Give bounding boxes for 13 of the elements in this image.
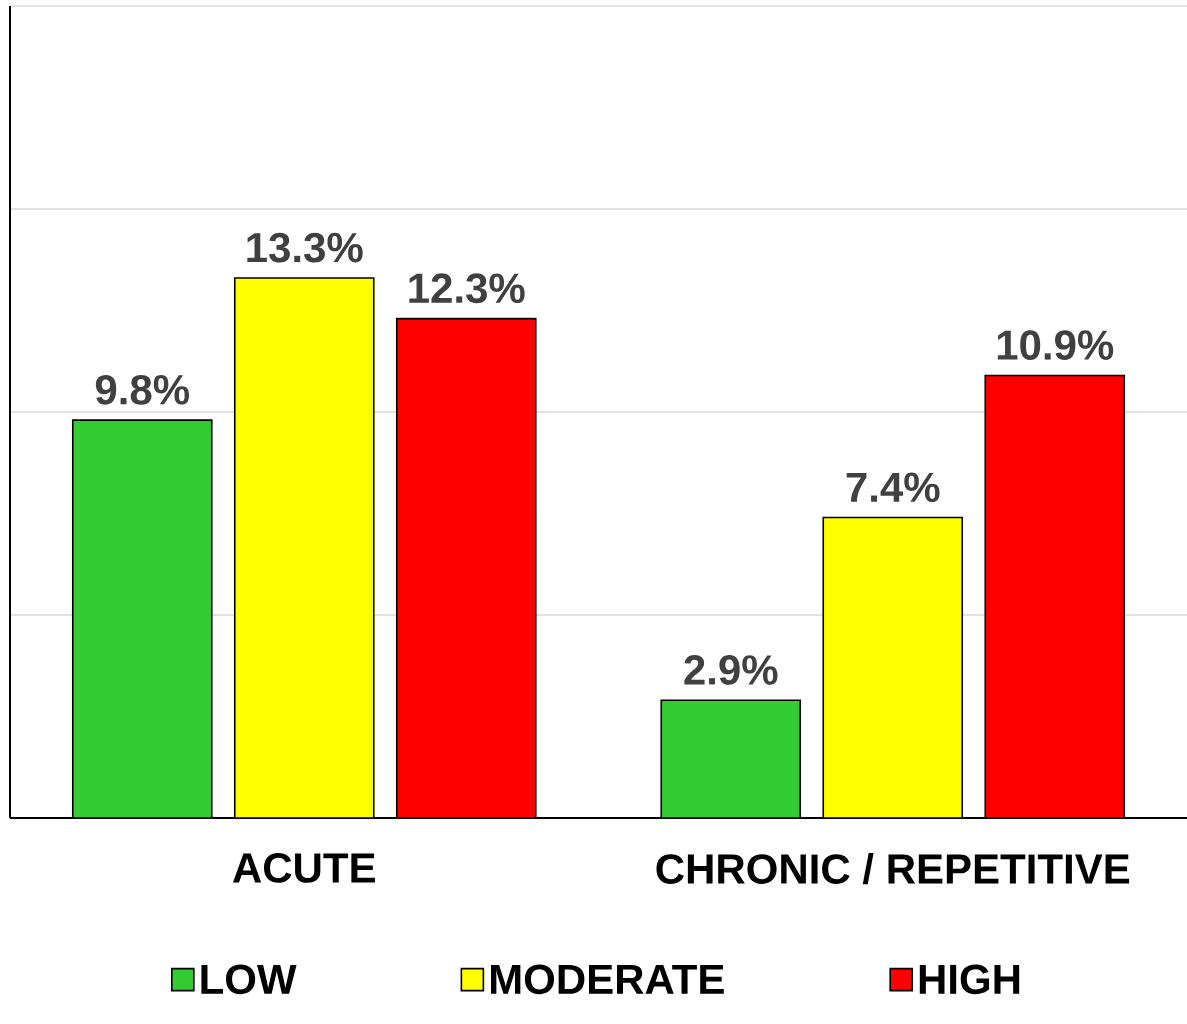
data-label: 9.8% <box>95 374 189 405</box>
bar <box>71 419 213 818</box>
data-label: 10.9% <box>997 330 1114 360</box>
data-label: 12.3% <box>409 273 525 304</box>
data-label: 7.4% <box>846 472 940 503</box>
legend-label: LOW <box>201 964 297 995</box>
legend-label: MODERATE <box>491 964 724 995</box>
data-label: 2.9% <box>684 655 778 685</box>
data-label: 13.3% <box>247 232 363 263</box>
x-tick-label: ACUTE <box>232 853 375 883</box>
bar <box>660 699 802 818</box>
x-tick-label: CHRONIC / REPETITIVE <box>656 853 1130 885</box>
legend-label: HIGH <box>919 964 1020 995</box>
